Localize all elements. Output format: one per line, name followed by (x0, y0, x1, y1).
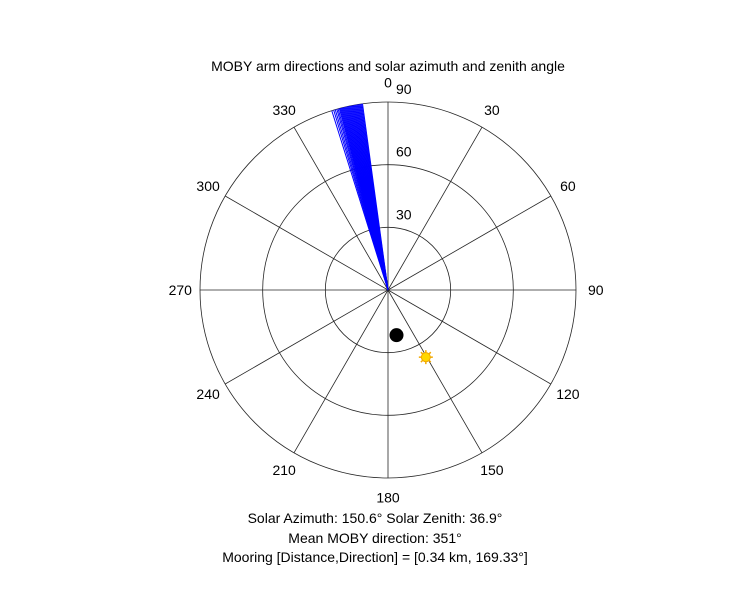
mooring-marker (389, 328, 404, 343)
r-tick-label: 90 (396, 81, 412, 97)
sun-disc (420, 352, 431, 363)
theta-tick-label: 180 (376, 490, 400, 506)
chart-title: MOBY arm directions and solar azimuth an… (211, 58, 565, 74)
solar-angles-caption: Solar Azimuth: 150.6° Solar Zenith: 36.9… (247, 510, 503, 526)
grid-spoke-330 (293, 126, 389, 291)
theta-tick-label: 270 (169, 282, 193, 298)
theta-tick-label: 30 (484, 102, 500, 118)
grid-spoke-240 (224, 289, 389, 385)
grid-spoke-60 (387, 195, 552, 291)
theta-tick-label: 0 (384, 74, 392, 90)
theta-tick-label: 60 (560, 178, 576, 194)
tick-labels: 0 30 60 90 120 150 180 210 240 270 300 330 30 60 90 (169, 74, 604, 505)
theta-tick-label: 150 (480, 462, 504, 478)
grid-spoke-30 (387, 126, 483, 291)
mean-moby-direction-caption: Mean MOBY direction: 351° (288, 530, 462, 546)
theta-tick-label: 210 (272, 462, 296, 478)
r-tick-label: 60 (396, 144, 412, 160)
grid-spoke-210 (293, 289, 389, 454)
data-layer (331, 103, 433, 365)
grid-spoke-150 (387, 289, 483, 454)
r-tick-label: 30 (396, 206, 412, 222)
theta-tick-label: 330 (272, 102, 296, 118)
sun-marker (418, 350, 433, 365)
theta-tick-label: 90 (588, 282, 604, 298)
mooring-caption: Mooring [Distance,Direction] = [0.34 km,… (222, 549, 528, 565)
moby-arm-line (361, 103, 389, 291)
grid-spoke-120 (387, 289, 552, 385)
grid-spoke-300 (224, 195, 389, 291)
theta-tick-label: 240 (196, 386, 220, 402)
polar-grid (199, 101, 577, 479)
theta-tick-label: 120 (556, 386, 580, 402)
theta-tick-label: 300 (196, 178, 220, 194)
